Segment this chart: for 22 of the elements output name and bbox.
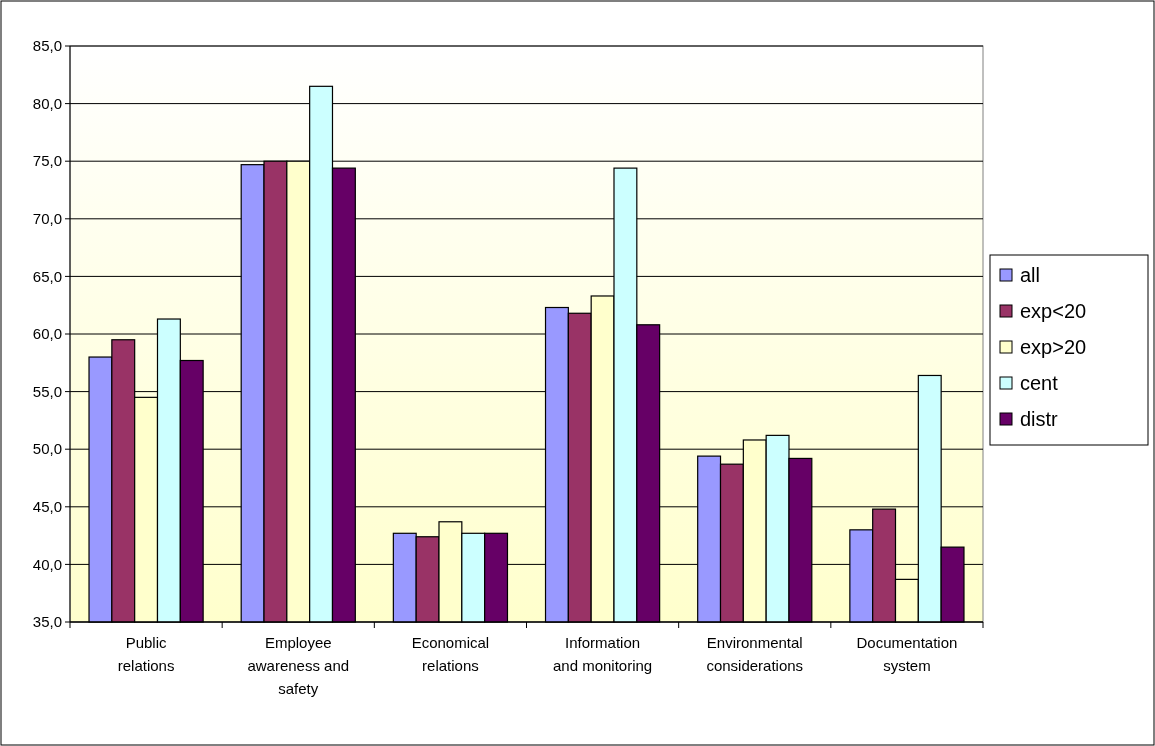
legend-label: cent (1020, 372, 1059, 394)
y-tick-label: 55,0 (32, 382, 62, 400)
x-tick-label: Economical relations (411, 634, 490, 674)
y-tick-label: 50,0 (32, 440, 62, 458)
x-tick-label: Employee awareness and safety (247, 634, 350, 697)
y-tick-label: 40,0 (32, 555, 62, 573)
y-tick-label: 85,0 (32, 37, 62, 55)
legend-label: exp>20 (1020, 336, 1087, 358)
x-tick-label: Information and monitoring (552, 634, 653, 674)
x-tick-label: Public relations (117, 634, 175, 674)
legend-label: all (1020, 264, 1041, 286)
y-tick-label: 45,0 (32, 498, 62, 516)
legend-label: distr (1020, 408, 1059, 430)
legend-label: exp<20 (1020, 300, 1087, 322)
y-tick-label: 65,0 (32, 267, 62, 285)
x-tick-label: Environmental considerations (706, 634, 804, 674)
y-tick-label: 70,0 (32, 210, 62, 228)
y-tick-label: 75,0 (32, 152, 62, 170)
x-tick-label: Documentation system (856, 634, 958, 674)
y-tick-label: 80,0 (32, 94, 62, 112)
y-tick-label: 60,0 (32, 325, 62, 343)
y-tick-label: 35,0 (32, 613, 62, 631)
